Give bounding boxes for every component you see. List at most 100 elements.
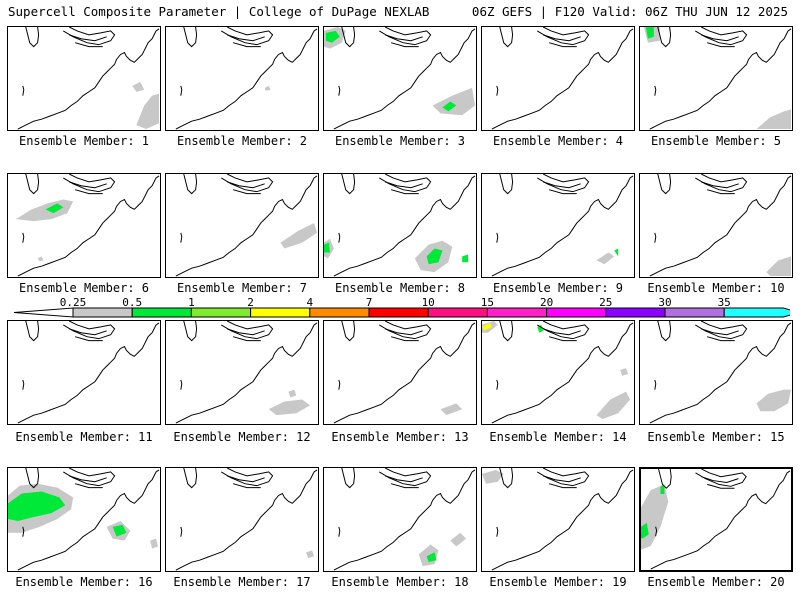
map-outline bbox=[385, 181, 423, 189]
member-caption: Ensemble Member: 12 bbox=[173, 430, 311, 444]
map-outline bbox=[227, 34, 265, 42]
member-caption: Ensemble Member: 8 bbox=[334, 281, 466, 295]
map-panel-member-3 bbox=[323, 26, 477, 131]
scp-contour-region bbox=[537, 324, 544, 333]
scp-map-member-6 bbox=[15, 174, 160, 277]
map-outline bbox=[183, 468, 198, 489]
map-outline bbox=[537, 468, 590, 487]
map-outline bbox=[221, 27, 274, 46]
member-caption: Ensemble Member: 19 bbox=[489, 575, 627, 589]
map-outline bbox=[543, 34, 581, 42]
map-outline bbox=[180, 85, 183, 96]
map-outline bbox=[537, 321, 590, 340]
scp-contour-region bbox=[596, 391, 631, 420]
map-outline bbox=[22, 526, 25, 537]
map-outline bbox=[69, 34, 107, 42]
map-outline bbox=[379, 174, 432, 193]
map-outline bbox=[221, 174, 274, 193]
map-outline bbox=[548, 42, 577, 48]
map-outline bbox=[654, 85, 657, 96]
map-panel-member-8 bbox=[323, 173, 477, 278]
map-outline bbox=[701, 181, 739, 189]
scp-contour-region bbox=[641, 484, 669, 550]
map-outline bbox=[333, 469, 476, 571]
map-panel-member-10 bbox=[639, 173, 793, 278]
map-panel-member-17 bbox=[165, 467, 319, 572]
map-outline bbox=[657, 27, 672, 48]
scp-contour-region bbox=[462, 254, 469, 263]
member-caption: Ensemble Member: 10 bbox=[647, 281, 785, 295]
scp-map-member-13 bbox=[333, 321, 476, 424]
colorbar-swatch bbox=[546, 307, 607, 318]
map-outline bbox=[333, 175, 476, 277]
member-caption: Ensemble Member: 16 bbox=[15, 575, 153, 589]
map-panel-member-11 bbox=[7, 320, 161, 425]
map-outline bbox=[657, 174, 672, 195]
map-outline bbox=[341, 321, 356, 342]
scp-map-member-19 bbox=[482, 468, 634, 571]
map-outline bbox=[175, 322, 318, 424]
map-outline bbox=[491, 28, 634, 130]
colorbar-swatch bbox=[486, 307, 548, 318]
colorbar-tick-label: 0.5 bbox=[122, 296, 142, 309]
colorbar-tick-label: 15 bbox=[481, 296, 494, 309]
map-outline bbox=[232, 483, 261, 489]
scp-contour-region bbox=[426, 248, 443, 265]
map-panel-member-20 bbox=[639, 467, 793, 572]
map-outline bbox=[496, 85, 499, 96]
map-outline bbox=[227, 181, 265, 189]
scp-map-member-12 bbox=[175, 321, 318, 424]
map-outline bbox=[221, 321, 274, 340]
map-outline bbox=[227, 328, 265, 336]
scp-map-member-15 bbox=[649, 321, 792, 424]
map-outline bbox=[548, 483, 577, 489]
colorbar-tick-label: 20 bbox=[540, 296, 553, 309]
map-outline bbox=[341, 174, 356, 195]
scp-map-member-5 bbox=[643, 27, 792, 130]
scp-contour-region bbox=[645, 27, 654, 39]
map-panel-member-13 bbox=[323, 320, 477, 425]
colorbar-swatch bbox=[427, 307, 488, 318]
map-outline bbox=[175, 175, 318, 277]
map-outline bbox=[180, 526, 183, 537]
map-outline bbox=[390, 336, 419, 342]
member-caption: Ensemble Member: 20 bbox=[647, 575, 785, 589]
member-caption: Ensemble Member: 2 bbox=[176, 134, 308, 148]
colorbar-swatch bbox=[309, 307, 370, 318]
scp-contour-region bbox=[268, 399, 311, 416]
map-outline bbox=[695, 321, 748, 340]
map-outline bbox=[25, 27, 40, 48]
page-title: Supercell Composite Parameter | College … bbox=[8, 4, 430, 19]
colorbar-swatch bbox=[605, 307, 666, 318]
map-outline bbox=[543, 181, 581, 189]
map-panel-member-19 bbox=[481, 467, 635, 572]
map-outline bbox=[658, 469, 672, 489]
scp-contour-region bbox=[482, 322, 492, 331]
map-panel-member-4 bbox=[481, 26, 635, 131]
map-outline bbox=[379, 468, 432, 487]
member-caption: Ensemble Member: 9 bbox=[492, 281, 624, 295]
colorbar-tick-label: 30 bbox=[658, 296, 671, 309]
map-outline bbox=[385, 34, 423, 42]
scp-contour-region bbox=[432, 87, 476, 116]
scp-contour-region bbox=[620, 368, 629, 376]
colorbar-swatch bbox=[368, 307, 429, 318]
map-outline bbox=[74, 483, 103, 489]
map-outline bbox=[379, 27, 432, 46]
colorbar-tick-label: 10 bbox=[422, 296, 435, 309]
map-outline bbox=[25, 468, 40, 489]
map-outline bbox=[499, 174, 514, 195]
map-outline bbox=[390, 483, 419, 489]
colorbar-swatch bbox=[131, 307, 192, 318]
colorbar-swatch bbox=[72, 307, 133, 318]
map-outline bbox=[183, 321, 198, 342]
map-outline bbox=[695, 27, 748, 46]
colorbar-tick-label: 1 bbox=[188, 296, 195, 309]
map-outline bbox=[706, 189, 735, 195]
colorbar-tick-label: 25 bbox=[599, 296, 612, 309]
scp-contour-region bbox=[756, 389, 792, 412]
scp-map-member-9 bbox=[491, 174, 634, 277]
map-outline bbox=[69, 181, 107, 189]
scp-contour-region bbox=[641, 522, 649, 539]
map-outline bbox=[22, 85, 25, 96]
